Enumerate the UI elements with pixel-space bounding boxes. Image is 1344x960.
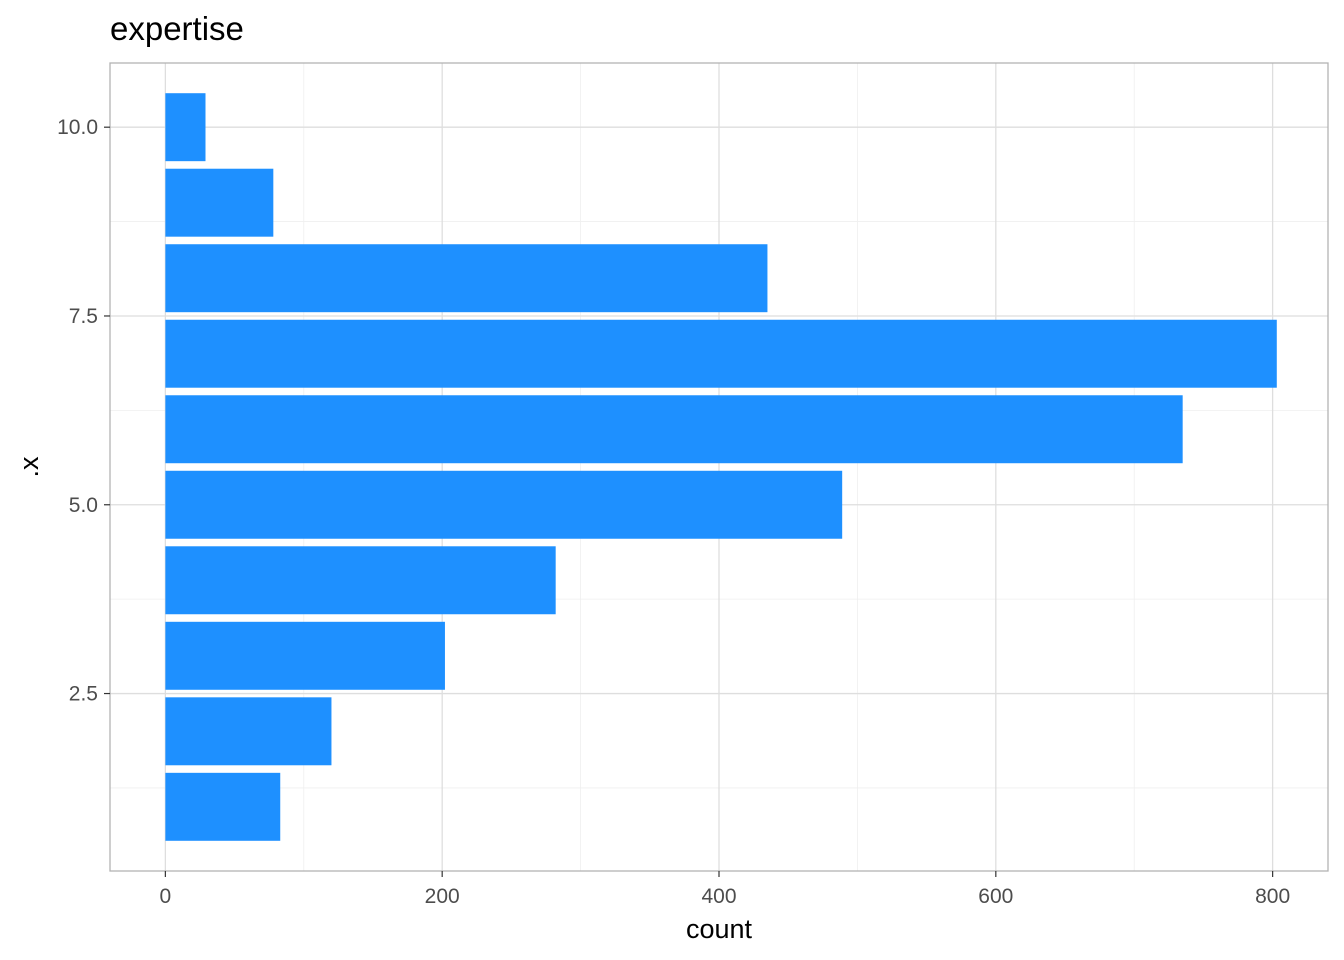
x-tick-label: 200 <box>425 885 460 908</box>
x-tick-label: 400 <box>701 885 736 908</box>
bar-3 <box>165 621 445 690</box>
bar-2 <box>165 697 332 766</box>
bar-5 <box>165 470 843 539</box>
y-tick-label: 5.0 <box>69 494 98 517</box>
bars <box>165 93 1277 841</box>
x-axis-title: count <box>686 914 753 944</box>
x-axis: 0 200 400 600 800 <box>160 871 1290 908</box>
bar-8 <box>165 244 768 313</box>
bar-7 <box>165 319 1277 388</box>
y-tick-label: 7.5 <box>69 305 98 328</box>
x-tick-label: 600 <box>978 885 1013 908</box>
chart-title: expertise <box>110 10 244 47</box>
y-tick-label: 2.5 <box>69 683 98 706</box>
y-tick-label: 10.0 <box>57 116 98 139</box>
bar-1 <box>165 772 281 841</box>
y-axis: 2.5 5.0 7.5 10.0 <box>57 116 110 706</box>
bar-4 <box>165 546 556 615</box>
bar-10 <box>165 93 206 162</box>
bar-6 <box>165 395 1183 464</box>
x-tick-label: 800 <box>1255 885 1290 908</box>
bar-9 <box>165 168 274 237</box>
x-tick-label: 0 <box>160 885 172 908</box>
y-axis-title: .x <box>14 456 44 478</box>
